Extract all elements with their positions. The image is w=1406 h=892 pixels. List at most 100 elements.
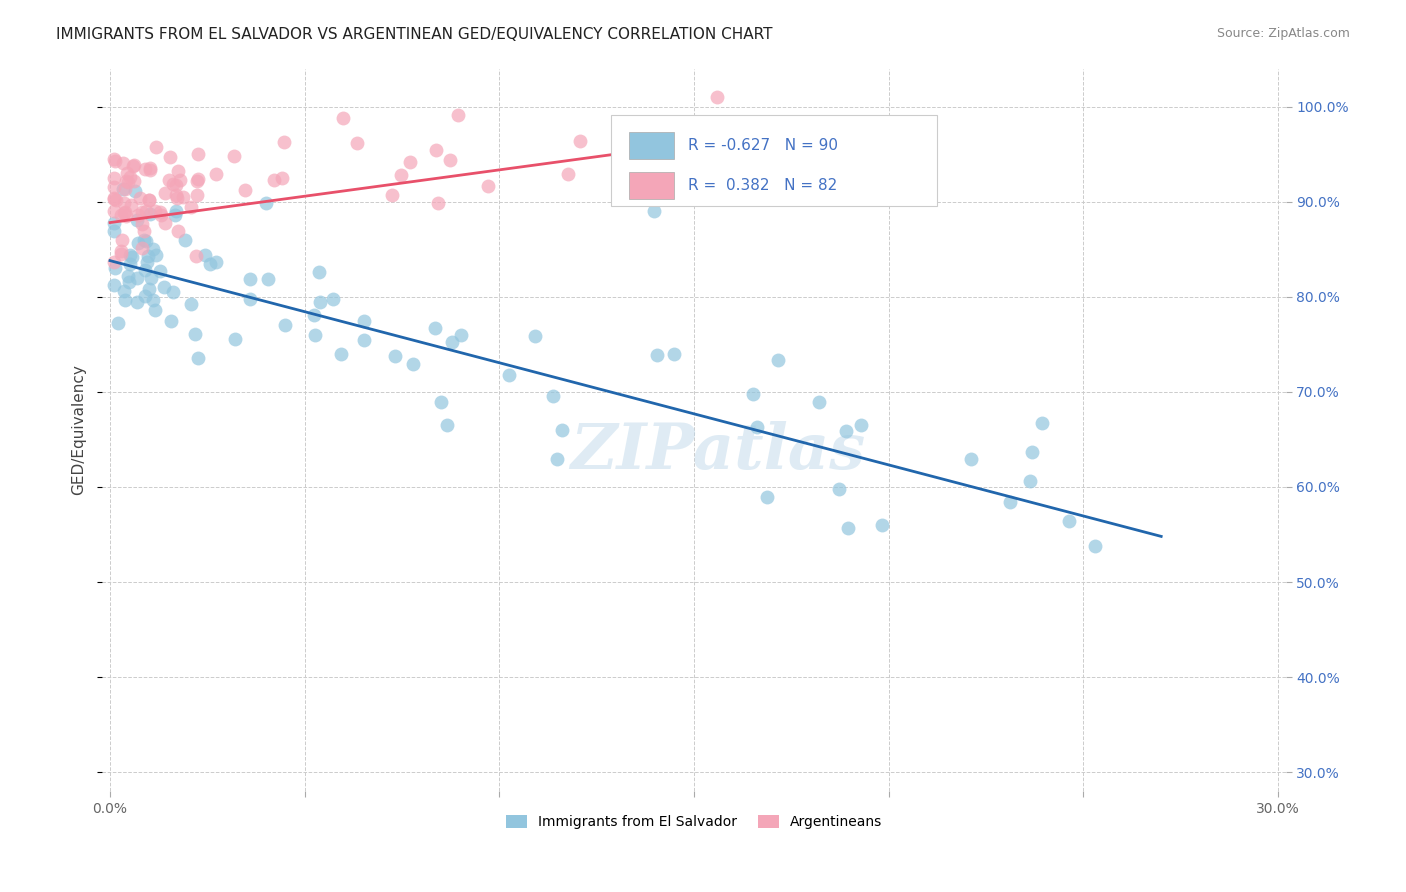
Point <box>103 278 125 293</box>
Point <box>648 163 671 178</box>
Point <box>111 233 134 247</box>
Legend: Immigrants from El Salvador, Argentineans: Immigrants from El Salvador, Argentinean… <box>501 810 887 835</box>
Point <box>139 161 162 176</box>
Point <box>134 263 156 277</box>
Point <box>524 329 547 343</box>
Point <box>550 423 572 437</box>
Point <box>239 292 262 306</box>
Point <box>837 521 859 535</box>
FancyBboxPatch shape <box>628 132 673 160</box>
Point <box>103 215 125 229</box>
Point <box>142 242 165 256</box>
Point <box>1057 514 1080 528</box>
Point <box>703 132 725 146</box>
Y-axis label: GED/Equivalency: GED/Equivalency <box>72 365 86 495</box>
Point <box>835 424 858 438</box>
Point <box>960 451 983 466</box>
Point <box>304 327 326 342</box>
Point <box>180 297 202 311</box>
Point <box>135 234 157 248</box>
Point <box>766 352 789 367</box>
Point <box>662 347 685 361</box>
Point <box>136 249 159 263</box>
Text: IMMIGRANTS FROM EL SALVADOR VS ARGENTINEAN GED/EQUIVALENCY CORRELATION CHART: IMMIGRANTS FROM EL SALVADOR VS ARGENTINE… <box>56 27 773 42</box>
Point <box>114 182 136 196</box>
Point <box>118 257 141 271</box>
Point <box>131 218 153 232</box>
Point <box>304 309 326 323</box>
Point <box>159 150 181 164</box>
Point <box>110 208 132 222</box>
Point <box>114 210 136 224</box>
Text: Source: ZipAtlas.com: Source: ZipAtlas.com <box>1216 27 1350 40</box>
Point <box>112 196 135 211</box>
Point <box>256 271 278 285</box>
Point <box>145 140 167 154</box>
Point <box>104 261 127 276</box>
Point <box>132 223 155 237</box>
Point <box>145 248 167 262</box>
Point <box>114 204 136 219</box>
Point <box>107 316 129 330</box>
Point <box>122 158 145 172</box>
Point <box>222 149 245 163</box>
Point <box>112 156 135 170</box>
Point <box>103 224 125 238</box>
Point <box>254 195 277 210</box>
Point <box>117 175 139 189</box>
Point <box>114 206 136 220</box>
Point <box>568 134 591 148</box>
Point <box>1000 495 1022 509</box>
Point <box>103 170 125 185</box>
Point <box>184 326 207 341</box>
Point <box>645 348 668 362</box>
Point <box>120 248 142 262</box>
Point <box>117 166 139 180</box>
Point <box>271 171 294 186</box>
Point <box>112 284 135 298</box>
Point <box>166 191 188 205</box>
Point <box>132 233 155 247</box>
Point <box>159 314 181 328</box>
Point <box>153 216 176 230</box>
Point <box>425 144 447 158</box>
Point <box>274 318 297 332</box>
Text: R =  0.382   N = 82: R = 0.382 N = 82 <box>688 178 838 193</box>
Point <box>187 351 209 365</box>
Point <box>477 179 499 194</box>
Point <box>187 147 209 161</box>
FancyBboxPatch shape <box>612 115 936 206</box>
Point <box>110 247 132 261</box>
Point <box>322 292 344 306</box>
Point <box>127 235 149 250</box>
Point <box>138 193 160 207</box>
Point <box>187 171 209 186</box>
Point <box>150 208 173 222</box>
Point <box>329 347 352 361</box>
Point <box>849 418 872 433</box>
Point <box>149 264 172 278</box>
Point <box>224 332 246 346</box>
Point <box>643 204 665 219</box>
Point <box>425 320 447 334</box>
Point <box>440 335 463 350</box>
Point <box>125 295 148 310</box>
Point <box>169 172 191 186</box>
Point <box>143 303 166 318</box>
Point <box>180 200 202 214</box>
Point <box>174 233 197 247</box>
Point <box>741 387 763 401</box>
Point <box>152 280 174 294</box>
Point <box>129 191 152 205</box>
Point <box>131 205 153 219</box>
Point <box>808 395 831 409</box>
Point <box>872 517 894 532</box>
Point <box>308 265 330 279</box>
Point <box>239 271 262 285</box>
Point <box>165 178 187 192</box>
Point <box>706 90 728 104</box>
Point <box>122 173 145 187</box>
Point <box>114 293 136 307</box>
Point <box>131 241 153 255</box>
Point <box>165 203 187 218</box>
